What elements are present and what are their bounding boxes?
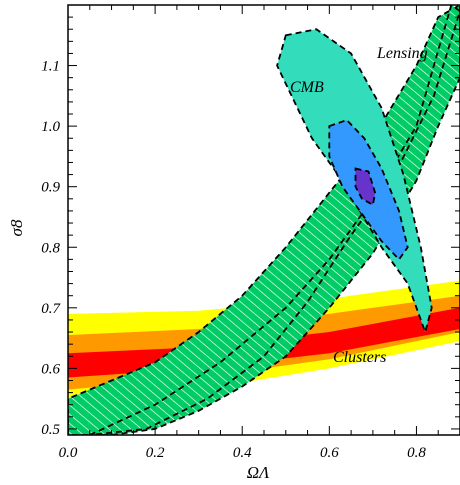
- annotation-lensing: Lensing: [376, 45, 428, 62]
- x-tick-label: 0.0: [59, 445, 78, 461]
- x-tick-label: 0.2: [146, 445, 165, 461]
- contour-regions: [68, 5, 460, 435]
- annotations: CMB Lensing Clusters: [290, 45, 428, 366]
- y-tick-label: 0.5: [41, 422, 60, 438]
- y-tick-label: 0.8: [41, 240, 60, 256]
- y-axis-label: σ8: [7, 219, 26, 236]
- lensing-contour-inner: [89, 5, 460, 435]
- axes: 0.0 0.2 0.4 0.6 0.8 0.5 0.6 0.7 0.8 0.9 1.0 1.1: [41, 4, 460, 461]
- y-tick-label: 1.0: [41, 119, 60, 135]
- cmb-region-inner: [354, 167, 377, 207]
- x-tick-label: 0.8: [407, 445, 426, 461]
- annotation-cmb: CMB: [290, 79, 324, 96]
- x-tick-label: 0.6: [320, 445, 339, 461]
- y-tick-label: 0.6: [41, 361, 60, 377]
- y-tick-label: 1.1: [41, 59, 60, 75]
- y-tick-label: 0.7: [41, 301, 61, 317]
- y-tick-label: 0.9: [41, 180, 60, 196]
- lensing-contour-outer: [68, 5, 460, 435]
- x-tick-label: 0.4: [233, 445, 252, 461]
- x-axis-label: ΩΛ: [247, 463, 270, 482]
- annotation-clusters: Clusters: [333, 349, 386, 366]
